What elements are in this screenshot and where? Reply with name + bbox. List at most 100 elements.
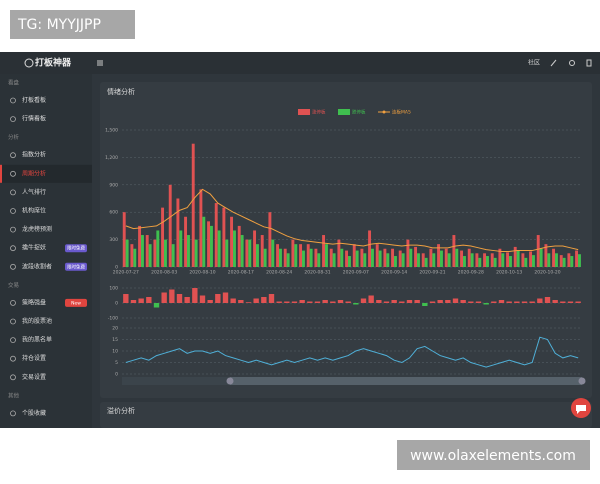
bar (567, 301, 574, 303)
menu-item[interactable]: 我的黑名单 (22, 336, 52, 344)
menu-item[interactable]: 机构席位 (22, 207, 46, 215)
y-tick-label: 15 (112, 337, 118, 343)
bar (153, 303, 160, 308)
bar (332, 253, 336, 267)
bar (314, 301, 321, 303)
x-tick-label: 2020-07-27 (113, 270, 139, 276)
bar (184, 216, 188, 267)
zoom-window[interactable] (230, 377, 582, 385)
line (125, 188, 579, 252)
bar (399, 301, 405, 303)
bar (529, 301, 535, 303)
y-tick-label: 0 (115, 372, 118, 378)
badge: 限时免费 (67, 245, 85, 252)
header-icons[interactable] (550, 59, 592, 67)
bar (276, 244, 280, 267)
bar (506, 252, 510, 267)
bar (483, 303, 489, 305)
menu-item[interactable]: 人气排行 (22, 188, 46, 196)
x-tick-label: 2020-08-10 (189, 270, 215, 276)
x-tick-label: 2020-09-14 (381, 270, 407, 276)
menu-icon[interactable] (97, 60, 103, 66)
section-label: 分析 (8, 133, 20, 141)
bar (153, 239, 157, 267)
logo: 打板神器 (35, 57, 72, 69)
item-icon (10, 189, 16, 196)
community-link[interactable]: 社区 (528, 59, 540, 67)
section-label: 交易 (8, 281, 19, 289)
legend-label: 跌停板 (352, 109, 366, 116)
x-tick-label: 2020-08-03 (151, 270, 177, 276)
bar (406, 239, 410, 267)
bar (294, 244, 298, 267)
bar (286, 253, 290, 267)
menu-item[interactable]: 我的股票池 (22, 317, 52, 325)
x-tick-label: 2020-10-20 (534, 270, 560, 276)
menu-item[interactable]: 行情看板 (22, 115, 46, 123)
item-icon (10, 97, 16, 104)
bar (409, 248, 413, 267)
bar (414, 300, 420, 303)
bar (138, 298, 144, 303)
bar (164, 239, 167, 267)
bar (348, 256, 351, 267)
bar (337, 300, 344, 303)
logo-icon (24, 58, 34, 68)
menu-item[interactable]: 持仓设置 (22, 354, 46, 362)
bar (202, 216, 206, 267)
legend-dot (382, 110, 386, 114)
y-tick-label: 1,200 (105, 155, 118, 161)
bar (378, 250, 382, 267)
bar (560, 301, 566, 303)
bar (253, 230, 257, 267)
bar (483, 253, 487, 267)
bar (475, 301, 482, 303)
bar (207, 300, 213, 303)
bar (544, 297, 551, 303)
y-tick-label: 0 (115, 301, 118, 307)
bar (544, 244, 548, 267)
x-tick-label: 2020-08-31 (304, 270, 330, 276)
menu-item[interactable]: 龙虎榜预测 (22, 225, 52, 233)
bar (233, 230, 236, 267)
menu-item[interactable]: 波段收割者 (22, 262, 52, 270)
bar (245, 302, 252, 303)
bar (123, 294, 129, 303)
y-tick-label: 5 (115, 360, 118, 366)
menu-item[interactable]: 策略强盘 (22, 298, 46, 306)
zoom-handle[interactable] (578, 377, 586, 385)
menu-item[interactable]: 个股收藏 (22, 409, 46, 417)
bar (529, 251, 533, 267)
line (125, 336, 579, 368)
x-tick-label: 2020-10-13 (496, 270, 522, 276)
bar (444, 248, 448, 267)
bar (263, 248, 267, 267)
bar (424, 257, 428, 267)
menu-item[interactable]: 交易设置 (22, 373, 46, 381)
bar (176, 294, 183, 303)
menu-item[interactable]: 指数分析 (22, 151, 46, 159)
zoom-handle[interactable] (226, 377, 234, 385)
bar (345, 250, 349, 267)
y-tick-label: 10 (112, 349, 118, 355)
bar (317, 253, 321, 267)
bar (222, 207, 226, 267)
bar (401, 253, 405, 267)
bar (422, 303, 428, 306)
bar (521, 301, 528, 303)
bar (345, 301, 351, 303)
bar (168, 184, 172, 267)
menu-item[interactable]: 周期分析 (22, 169, 46, 177)
item-icon (10, 208, 16, 214)
bar (245, 239, 249, 267)
bar (306, 244, 310, 267)
bar (225, 239, 229, 267)
bar (463, 256, 466, 267)
bar (291, 239, 295, 267)
card (100, 82, 592, 398)
bar (199, 295, 206, 303)
menu-item[interactable]: 打板看板 (22, 96, 46, 104)
menu-item[interactable]: 擒牛捉妖 (22, 244, 46, 252)
bar (429, 301, 436, 303)
